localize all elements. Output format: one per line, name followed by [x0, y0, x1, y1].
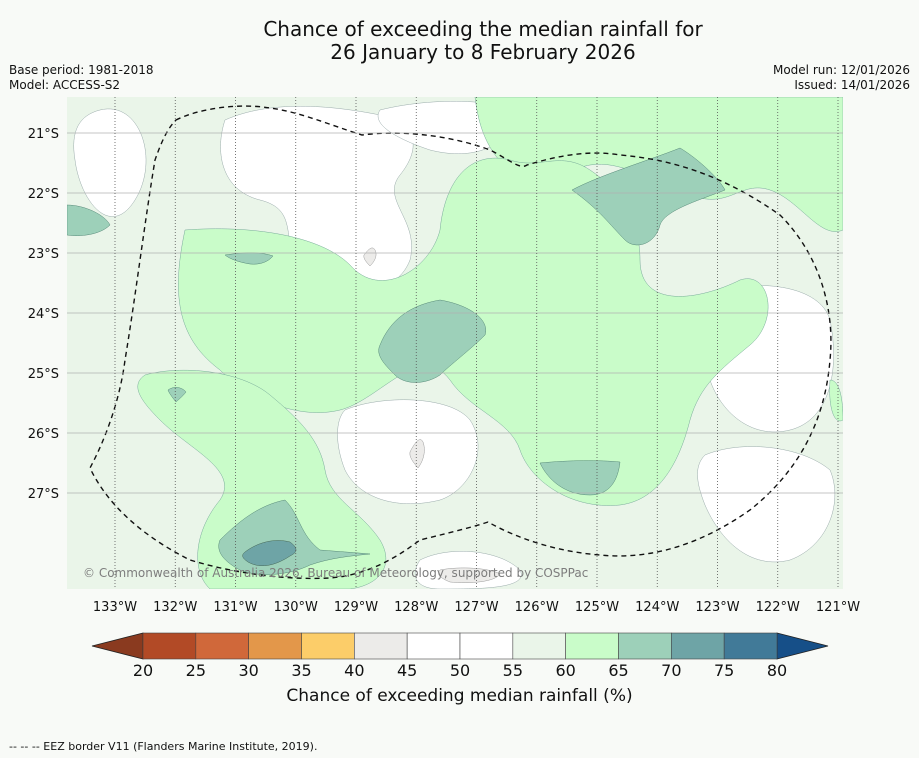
lat-label: 24°S — [28, 307, 59, 322]
colorbar-tick: 65 — [608, 661, 628, 680]
contour-white — [697, 446, 836, 563]
colorbar-segment — [512, 632, 566, 660]
meta-left: Base period: 1981-2018 Model: ACCESS-S2 — [9, 63, 154, 93]
colorbar-segment — [142, 632, 197, 660]
contour-teal — [378, 299, 487, 383]
lat-label: 22°S — [28, 187, 59, 202]
footer-note: -- -- -- EEZ border V11 (Flanders Marine… — [9, 740, 318, 753]
contour-teal — [571, 147, 726, 246]
contour-light-green — [829, 379, 843, 422]
lon-label: 128°W — [394, 600, 438, 615]
lat-label: 21°S — [28, 127, 59, 142]
eez-border — [89, 105, 832, 580]
contour-grey — [438, 567, 501, 583]
colorbar-segment — [248, 632, 302, 660]
lon-label: 123°W — [695, 600, 739, 615]
colorbar-tick: 55 — [503, 661, 523, 680]
gridlines — [67, 97, 843, 589]
contour-grey — [409, 439, 425, 469]
longitude-labels: 133°W 132°W 131°W 130°W 129°W 128°W 127°W 126°W… — [93, 600, 860, 615]
latitude-labels: 21°S 22°S 23°S 24°S 25°S 26°S 27°S — [28, 127, 59, 502]
map-title: Chance of exceeding the median rainfall … — [0, 18, 919, 64]
colorbar-tick: 50 — [450, 661, 470, 680]
colorbar-tick: 60 — [555, 661, 575, 680]
copyright-notice: © Commonwealth of Australia 2026, Bureau… — [83, 566, 588, 580]
lon-label: 129°W — [334, 600, 378, 615]
colorbar-tick: 40 — [344, 661, 364, 680]
lat-label: 23°S — [28, 247, 59, 262]
lon-label: 121°W — [816, 600, 860, 615]
colorbar-tick: 70 — [661, 661, 681, 680]
colorbar-tick: 25 — [186, 661, 206, 680]
lon-label: 122°W — [756, 600, 800, 615]
base-period: Base period: 1981-2018 — [9, 63, 154, 77]
map-panel — [67, 97, 843, 589]
colorbar-tick: 75 — [714, 661, 734, 680]
colorbar: 20 25 30 35 40 45 50 55 60 65 70 75 80 — [91, 632, 829, 680]
lat-label: 27°S — [28, 487, 59, 502]
lat-label: 26°S — [28, 427, 59, 442]
colorbar-tick: 30 — [238, 661, 258, 680]
colorbar-segment — [301, 632, 355, 660]
colorbar-segment — [565, 632, 619, 660]
model-name: Model: ACCESS-S2 — [9, 78, 121, 92]
colorbar-tick: 80 — [767, 661, 787, 680]
colorbar-tick: 35 — [291, 661, 311, 680]
contour-white — [337, 399, 479, 504]
contour-light-green — [137, 369, 387, 589]
model-run: Model run: 12/01/2026 — [772, 63, 910, 77]
lat-label: 25°S — [28, 367, 59, 382]
lon-label: 125°W — [575, 600, 619, 615]
lon-label: 131°W — [213, 600, 257, 615]
contour-teal — [539, 460, 621, 496]
meta-right: Model run: 12/01/2026 Issued: 14/01/2026 — [773, 63, 910, 93]
colorbar-tick: 45 — [397, 661, 417, 680]
contour-grey — [363, 247, 377, 267]
colorbar-segment — [459, 632, 514, 660]
colorbar-segment — [195, 632, 249, 660]
title-line-2: 26 January to 8 February 2026 — [330, 40, 636, 64]
contour-teal — [67, 204, 111, 236]
colorbar-segment — [406, 632, 461, 660]
contour-teal — [167, 387, 187, 403]
colorbar-under-arrow — [91, 632, 144, 660]
colorbar-over-arrow — [776, 632, 829, 660]
contour-white — [220, 106, 414, 294]
contour-dark-teal — [242, 540, 297, 566]
lon-label: 130°W — [274, 600, 318, 615]
lon-label: 132°W — [153, 600, 197, 615]
colorbar-segment — [671, 632, 725, 660]
lon-label: 133°W — [93, 600, 137, 615]
lon-label: 127°W — [454, 600, 498, 615]
issued-date: Issued: 14/01/2026 — [794, 78, 910, 92]
colorbar-label: Chance of exceeding median rainfall (%) — [286, 686, 633, 706]
title-line-1: Chance of exceeding the median rainfall … — [263, 17, 703, 41]
colorbar-tick: 20 — [133, 661, 153, 680]
colorbar-segment — [618, 632, 672, 660]
colorbar-segment — [723, 632, 778, 660]
lon-label: 126°W — [515, 600, 559, 615]
colorbar-segment — [354, 632, 408, 660]
lon-label: 124°W — [635, 600, 679, 615]
